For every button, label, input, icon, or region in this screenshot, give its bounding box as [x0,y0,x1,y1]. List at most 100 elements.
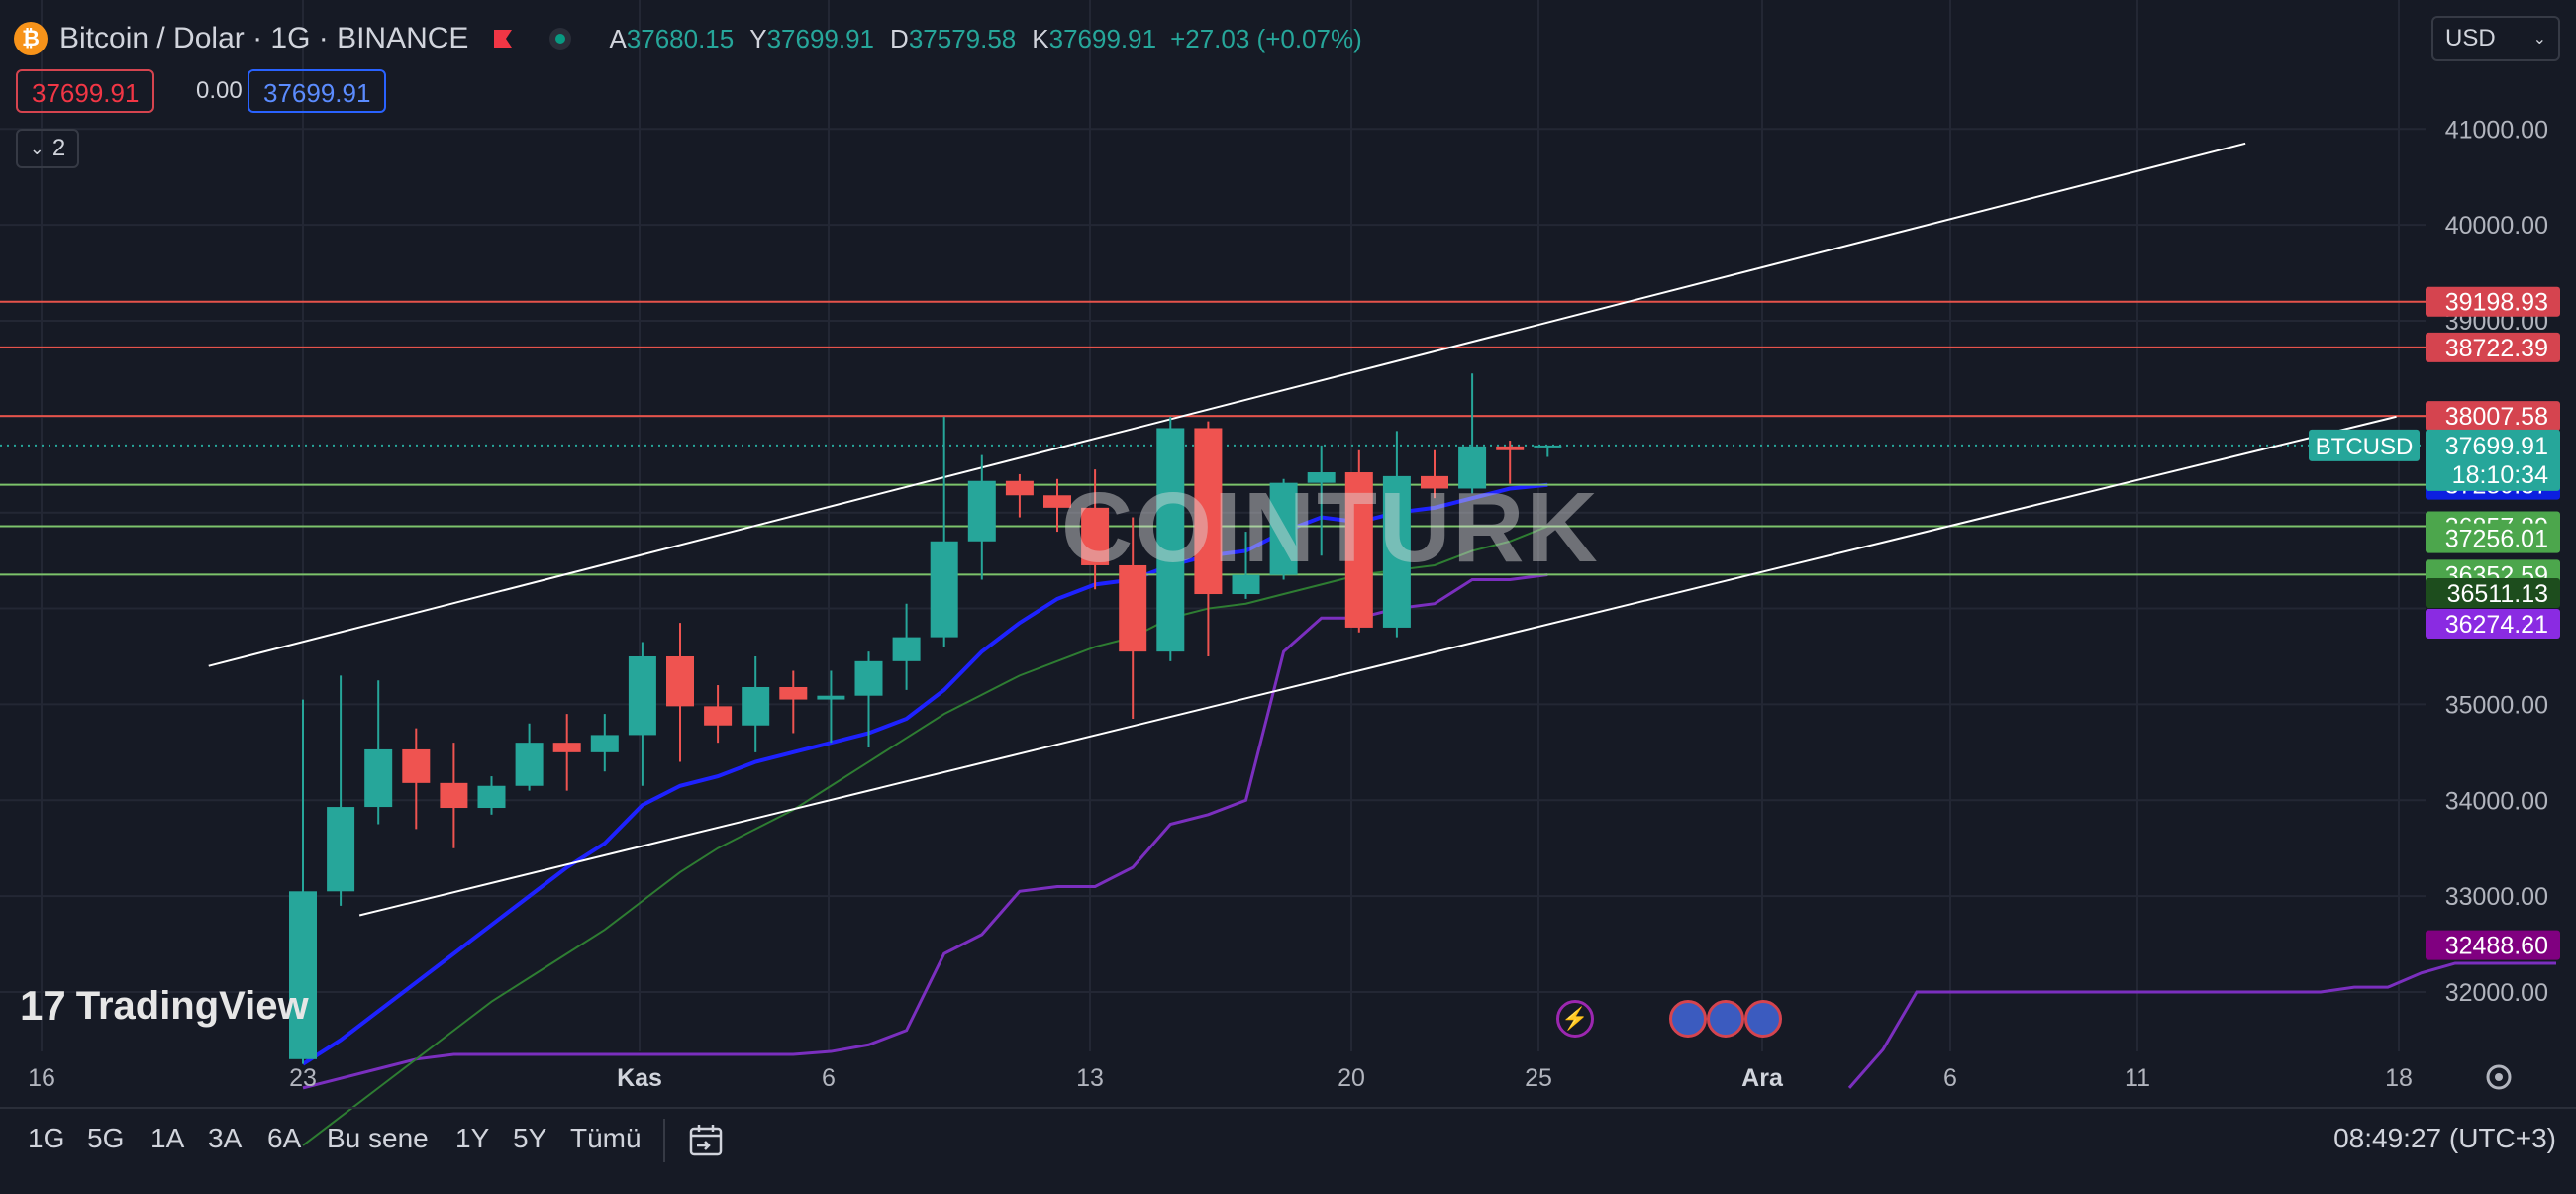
time-axis-label: 25 [1525,1064,1552,1092]
bar-countdown-label: 18:10:34 [2452,461,2548,489]
range-button-5y[interactable]: 5Y [513,1123,547,1153]
clock-timezone[interactable]: 08:49:27 (UTC+3) [2333,1123,2556,1153]
currency-value: USD [2445,25,2496,51]
range-button-1g[interactable]: 1G [28,1123,65,1153]
market-status-icon[interactable] [549,28,572,50]
range-button-6a[interactable]: 6A [267,1123,302,1153]
candle-body [1534,445,1562,448]
indicator-price-tag-bg[interactable] [2426,523,2560,553]
channel-upper-line[interactable] [208,142,2246,667]
ohlc-values: A37680.15 Y37699.91 D37579.58 K37699.91 +27.… [609,24,1361,54]
ohlc-value: 37579.58 [908,23,1017,53]
ema-slow-line [302,525,1548,1146]
time-axis-label: 13 [1076,1064,1104,1092]
candle-body [590,735,619,752]
watermark-logo: COINTURK [1061,472,1600,583]
candle-body [289,891,317,1059]
candle-body [1421,475,1448,489]
candle-body [666,655,694,707]
candles-layer [289,373,1562,1064]
range-button-1a[interactable]: 1A [150,1123,185,1153]
price-axis-label: 34000.00 [2445,787,2548,815]
candle-body [704,706,733,726]
candle-body [515,743,544,786]
candle-body [1344,472,1373,628]
indicator-price-tag-bg[interactable] [2426,609,2560,639]
price-axis-label: 32000.00 [2445,979,2548,1007]
time-axis-label: 23 [289,1064,317,1092]
us-flag-event-icon[interactable] [1707,1000,1744,1038]
ohlc-key: Y [749,23,767,53]
candle-body [327,807,355,892]
candle-body [440,782,468,809]
indicator-price-tag: 32488.60 [2445,933,2548,960]
range-button-tümü[interactable]: Tümü [570,1123,642,1153]
time-axis[interactable]: 16 23 Kas 6 13 20 25 Ara 6 11 18 [28,1064,2512,1092]
time-axis-label: 18 [2385,1064,2413,1092]
candle-body [1496,446,1525,450]
trend-channel-layer[interactable] [208,142,2397,917]
time-axis-label: 16 [28,1064,55,1092]
flag-icon[interactable] [490,28,516,50]
candle-body [930,541,958,638]
price-axis-label: 41000.00 [2445,116,2548,144]
price-axis[interactable]: 41000.0040000.0039000.0035000.0034000.00… [2309,116,2560,1007]
ema-fast-line [301,482,1548,1066]
level-price-tag-bg[interactable] [2426,286,2560,317]
moving-averages-layer [301,482,1548,1146]
candle-body [1307,472,1336,483]
candle-body [477,785,506,809]
price-axis-label: 40000.00 [2445,212,2548,240]
tradingview-logo[interactable]: 17 TradingView [20,982,309,1030]
settings-gear-icon-center [2495,1073,2503,1081]
currency-select[interactable]: USD ⌄ [2431,16,2560,61]
lightning-event-icon[interactable]: ⚡ [1556,1000,1594,1038]
level-price-tag: 39198.93 [2445,289,2548,317]
ohlc-key: K [1032,23,1049,53]
range-button-5g[interactable]: 5G [87,1123,125,1153]
chevron-down-icon: ⌄ [2532,31,2546,48]
last-price-tag-bg[interactable] [2426,429,2560,491]
trailing-stop-layer [302,572,2556,1090]
indicator-price-tag: 36274.21 [2445,611,2548,639]
indicator-price-tag: 37256.01 [2445,526,2548,553]
candle-body [1269,482,1298,575]
us-flag-event-icon[interactable] [1669,1000,1707,1038]
symbol-tag-label: BTCUSD [2316,434,2414,460]
level-price-tag-bg[interactable] [2426,332,2560,362]
symbol-header: ₿ Bitcoin / Dolar · 1G · BINANCE A37680.… [14,18,1362,59]
level-price-tag-bg[interactable] [2426,401,2560,432]
candle-body [552,743,581,752]
ohlc-value: 37699.91 [766,23,875,53]
candle-body [1156,428,1185,652]
range-button-1y[interactable]: 1Y [455,1123,490,1153]
level-price-tag: 38007.58 [2445,403,2548,431]
indicator-price-tag-bg[interactable] [2426,578,2560,609]
time-axis-label: 6 [1943,1064,1957,1092]
us-flag-event-icon[interactable] [1744,1000,1782,1038]
bottom-toolbar [0,1107,2576,1194]
buy-price-button[interactable]: 37699.91 [248,69,387,113]
chevron-down-icon: ⌄ [29,138,45,158]
candle-body [1005,480,1034,496]
indicators-toggle[interactable]: ⌄ 2 [16,129,79,168]
time-axis-label: 6 [822,1064,836,1092]
candle-body [892,637,921,661]
symbol-title[interactable]: Bitcoin / Dolar · 1G · BINANCE [59,22,469,54]
settings-gear-icon[interactable] [2486,1064,2512,1090]
price-change: +27.03 (+0.07%) [1170,23,1362,53]
go-to-date-icon[interactable] [687,1123,725,1158]
indicator-price-tag-bg[interactable] [2426,930,2560,960]
channel-lower-line[interactable] [358,415,2397,917]
trailing-stop-projection [1847,961,2556,1089]
tradingview-wordmark: TradingView [75,983,309,1028]
candle-body [1382,475,1411,628]
range-button-bu-sene[interactable]: Bu sene [327,1123,429,1153]
candle-body [1194,428,1223,595]
range-button-3a[interactable]: 3A [208,1123,243,1153]
bitcoin-icon: ₿ [14,22,48,55]
sell-price-button[interactable]: 37699.91 [16,69,155,113]
candle-body [364,748,393,808]
candle-body [1119,564,1147,652]
